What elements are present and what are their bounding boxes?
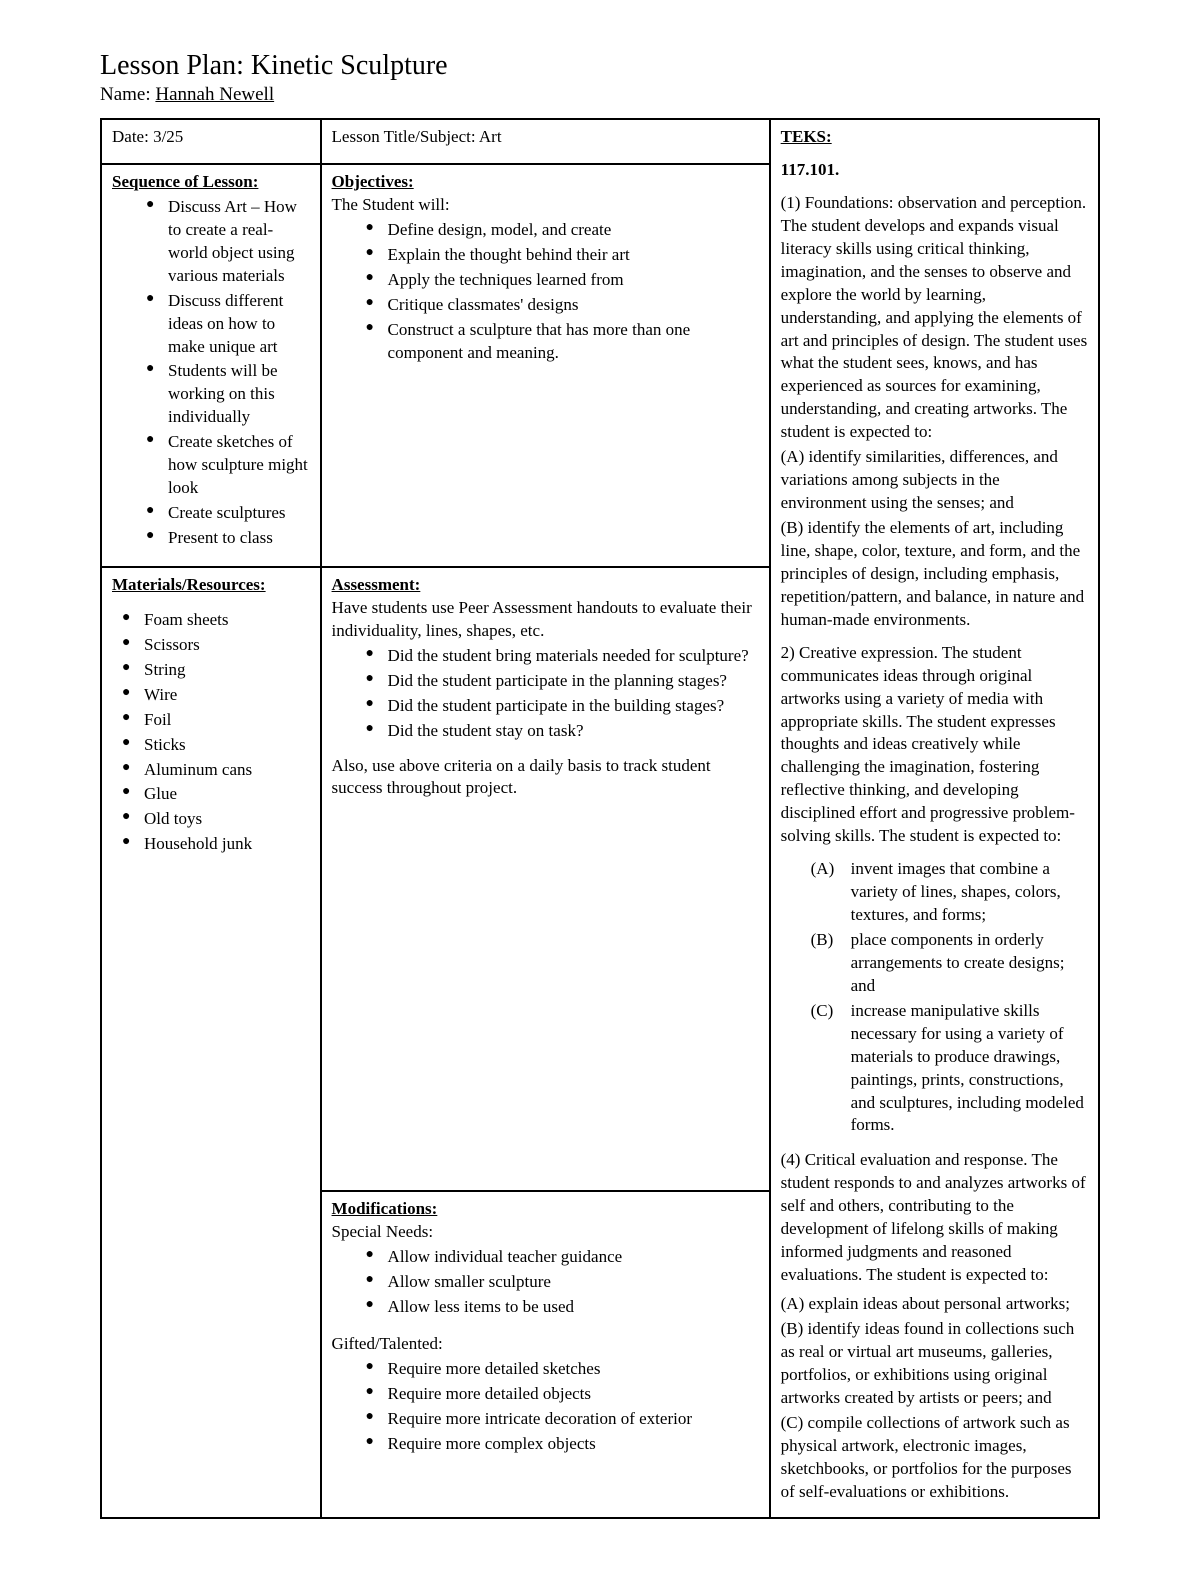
list-item: Sticks: [122, 734, 310, 757]
list-item: Aluminum cans: [122, 759, 310, 782]
page-title: Lesson Plan: Kinetic Sculpture: [100, 50, 1100, 82]
sequence-cell: Sequence of Lesson: Discuss Art – How to…: [101, 164, 321, 567]
teks-2b-lbl: (B): [811, 929, 851, 998]
list-item: Students will be working on this individ…: [146, 360, 310, 429]
list-item: Household junk: [122, 833, 310, 856]
teks-4: (4) Critical evaluation and response. Th…: [781, 1149, 1088, 1287]
teks-4a: (A) explain ideas about personal artwork…: [781, 1293, 1088, 1316]
sequence-list: Discuss Art – How to create a real-world…: [112, 196, 310, 550]
list-item: Discuss different ideas on how to make u…: [146, 290, 310, 359]
mods-gifted-label: Gifted/Talented:: [332, 1334, 443, 1353]
date-cell: Date: 3/25: [101, 119, 321, 164]
teks-2c-lbl: (C): [811, 1000, 851, 1138]
list-item: Allow less items to be used: [366, 1296, 759, 1319]
list-item: String: [122, 659, 310, 682]
date-value: 3/25: [153, 127, 183, 146]
teks-1: (1) Foundations: observation and percept…: [781, 192, 1088, 444]
teks-2b: (B)place components in orderly arrangeme…: [781, 929, 1088, 998]
list-item: Present to class: [146, 527, 310, 550]
list-item: Apply the techniques learned from: [366, 269, 759, 292]
list-item: Explain the thought behind their art: [366, 244, 759, 267]
assessment-outro: Also, use above criteria on a daily basi…: [332, 756, 711, 798]
sequence-header: Sequence of Lesson:: [112, 172, 258, 191]
name-label: Name:: [100, 84, 155, 105]
mods-special-label: Special Needs:: [332, 1222, 434, 1241]
list-item: Scissors: [122, 634, 310, 657]
list-item: Construct a sculpture that has more than…: [366, 319, 759, 365]
teks-cell: TEKS: 117.101. (1) Foundations: observat…: [770, 119, 1099, 1518]
name-line: Name: Hannah Newell: [100, 84, 1100, 106]
teks-code: 117.101.: [781, 159, 1088, 182]
teks-4c: (C) compile collections of artwork such …: [781, 1412, 1088, 1504]
list-item: Glue: [122, 783, 310, 806]
teks-2c-txt: increase manipulative skills necessary f…: [851, 1000, 1088, 1138]
teks-2a: (A)invent images that combine a variety …: [781, 858, 1088, 927]
assessment-intro: Have students use Peer Assessment handou…: [332, 598, 752, 640]
list-item: Require more detailed sketches: [366, 1358, 759, 1381]
materials-header: Materials/Resources:: [112, 575, 266, 594]
list-item: Old toys: [122, 808, 310, 831]
date-label: Date:: [112, 127, 153, 146]
list-item: Allow individual teacher guidance: [366, 1246, 759, 1269]
teks-4b: (B) identify ideas found in collections …: [781, 1318, 1088, 1410]
list-item: Foil: [122, 709, 310, 732]
materials-list: Foam sheetsScissorsStringWireFoilSticksA…: [112, 609, 310, 856]
objectives-header: Objectives:: [332, 172, 414, 191]
assessment-list: Did the student bring materials needed f…: [332, 645, 759, 743]
list-item: Require more intricate decoration of ext…: [366, 1408, 759, 1431]
name-value: Hannah Newell: [155, 84, 274, 105]
assessment-cell: Assessment: Have students use Peer Asses…: [321, 567, 770, 1191]
list-item: Did the student bring materials needed f…: [366, 645, 759, 668]
list-item: Did the student participate in the build…: [366, 695, 759, 718]
lesson-title-value: Art: [479, 127, 502, 146]
teks-2: 2) Creative expression. The student comm…: [781, 642, 1088, 848]
teks-2a-txt: invent images that combine a variety of …: [851, 858, 1088, 927]
list-item: Did the student participate in the plann…: [366, 670, 759, 693]
mods-gifted-list: Require more detailed sketchesRequire mo…: [332, 1358, 759, 1456]
teks-1b: (B) identify the elements of art, includ…: [781, 517, 1088, 632]
modifications-header: Modifications:: [332, 1199, 438, 1218]
lesson-title-cell: Lesson Title/Subject: Art: [321, 119, 770, 164]
teks-header: TEKS:: [781, 126, 1088, 149]
objectives-intro: The Student will:: [332, 195, 450, 214]
teks-2b-txt: place components in orderly arrangements…: [851, 929, 1088, 998]
modifications-cell: Modifications: Special Needs: Allow indi…: [321, 1191, 770, 1518]
list-item: Wire: [122, 684, 310, 707]
lesson-plan-table: Date: 3/25 Lesson Title/Subject: Art TEK…: [100, 118, 1100, 1519]
list-item: Foam sheets: [122, 609, 310, 632]
materials-cell: Materials/Resources: Foam sheetsScissors…: [101, 567, 321, 1519]
mods-special-list: Allow individual teacher guidanceAllow s…: [332, 1246, 759, 1319]
list-item: Require more complex objects: [366, 1433, 759, 1456]
objectives-list: Define design, model, and createExplain …: [332, 219, 759, 365]
list-item: Critique classmates' designs: [366, 294, 759, 317]
list-item: Discuss Art – How to create a real-world…: [146, 196, 310, 288]
teks-1a: (A) identify similarities, differences, …: [781, 446, 1088, 515]
list-item: Create sketches of how sculpture might l…: [146, 431, 310, 500]
list-item: Allow smaller sculpture: [366, 1271, 759, 1294]
teks-2a-lbl: (A): [811, 858, 851, 927]
list-item: Require more detailed objects: [366, 1383, 759, 1406]
teks-2c: (C)increase manipulative skills necessar…: [781, 1000, 1088, 1138]
assessment-header: Assessment:: [332, 575, 421, 594]
list-item: Define design, model, and create: [366, 219, 759, 242]
objectives-cell: Objectives: The Student will: Define des…: [321, 164, 770, 567]
list-item: Did the student stay on task?: [366, 720, 759, 743]
lesson-title-label: Lesson Title/Subject:: [332, 127, 479, 146]
list-item: Create sculptures: [146, 502, 310, 525]
